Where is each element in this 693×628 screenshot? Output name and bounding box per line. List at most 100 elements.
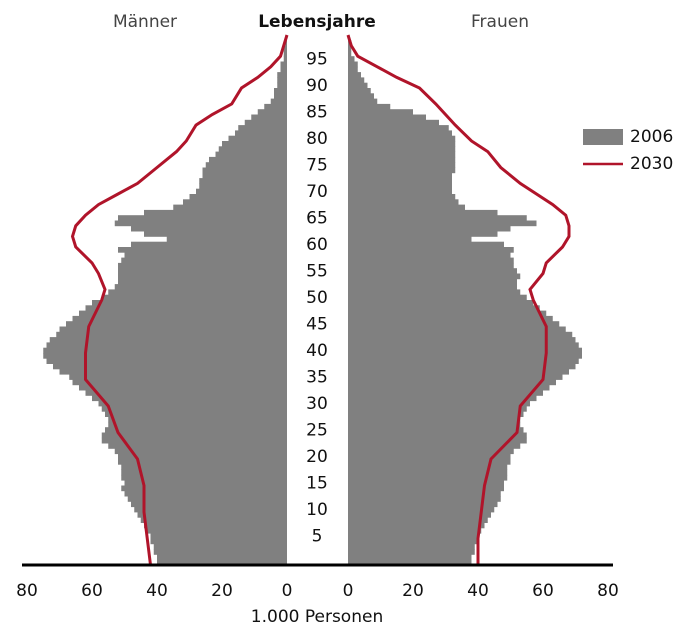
y-tick-label: 50 xyxy=(306,288,328,308)
left-label: Männer xyxy=(113,12,177,32)
y-tick-label: 75 xyxy=(306,156,328,176)
bar-female xyxy=(348,353,582,359)
bar-female xyxy=(348,538,478,545)
bar-male xyxy=(118,278,287,285)
bar-female xyxy=(348,543,475,550)
bar-male xyxy=(264,103,287,110)
bar-male xyxy=(222,141,287,147)
bar-female xyxy=(348,231,498,237)
bar-female xyxy=(348,443,521,449)
bar-female xyxy=(348,527,482,534)
bar-male xyxy=(118,268,287,274)
bar-male xyxy=(118,215,287,221)
bar-male xyxy=(124,480,287,486)
bar-male xyxy=(280,66,287,73)
y-tick-label: 20 xyxy=(306,447,328,467)
bar-male xyxy=(105,411,287,417)
bar-male xyxy=(173,204,287,211)
bar-female xyxy=(348,194,456,200)
bar-female xyxy=(348,437,527,444)
bar-male xyxy=(218,146,287,152)
bar-male xyxy=(215,151,287,158)
bar-male xyxy=(98,400,287,407)
bar-female xyxy=(348,337,576,343)
bar-male xyxy=(118,247,287,253)
bar-male xyxy=(118,273,287,280)
bar-male xyxy=(257,109,287,115)
bar-male xyxy=(270,98,287,105)
bar-male xyxy=(228,135,287,142)
bar-female xyxy=(348,453,511,460)
bar-female xyxy=(348,421,521,428)
bar-female xyxy=(348,183,452,190)
bar-male xyxy=(124,490,287,497)
bar-female xyxy=(348,300,534,306)
bar-female xyxy=(348,363,576,370)
bar-male xyxy=(105,427,287,433)
bar-male xyxy=(101,432,287,439)
bar-female xyxy=(348,215,527,221)
bar-female xyxy=(348,88,371,94)
bar-male xyxy=(121,469,287,476)
bar-female xyxy=(348,151,456,158)
bar-male xyxy=(238,125,287,131)
bar-female xyxy=(348,103,391,110)
x-tick-label-left: 60 xyxy=(81,581,103,601)
bar-male xyxy=(43,353,287,359)
y-tick-label: 60 xyxy=(306,235,328,255)
bar-male xyxy=(244,119,287,126)
bar-female xyxy=(348,278,517,285)
bar-male xyxy=(118,459,287,465)
x-tick-label-left: 40 xyxy=(146,581,168,601)
legend-label: 2030 xyxy=(630,154,673,174)
bar-male xyxy=(140,517,287,523)
bar-male xyxy=(209,156,287,163)
bar-female xyxy=(348,406,527,412)
bar-female xyxy=(348,379,556,386)
x-tick-label-left: 80 xyxy=(16,581,38,601)
x-tick-label-right: 60 xyxy=(532,581,554,601)
line-female xyxy=(346,34,571,565)
bar-male xyxy=(199,178,287,184)
bar-male xyxy=(166,236,287,243)
bar-female xyxy=(348,93,374,99)
bar-female xyxy=(348,400,530,407)
bar-female xyxy=(348,162,456,168)
bar-male xyxy=(196,188,287,195)
bar-male xyxy=(69,374,287,380)
bar-male xyxy=(153,543,287,550)
bar-female xyxy=(348,427,524,433)
chart-title: Lebensjahre xyxy=(258,12,376,32)
bar-male xyxy=(43,347,287,354)
bar-female xyxy=(348,141,456,147)
bar-male xyxy=(235,130,287,137)
bar-female xyxy=(348,480,504,486)
bar-female xyxy=(348,342,579,349)
bar-male xyxy=(251,114,287,121)
bar-male xyxy=(118,453,287,460)
bar-male xyxy=(79,384,287,391)
y-tick-label: 15 xyxy=(306,474,328,494)
bar-male xyxy=(72,379,287,386)
bar-male xyxy=(202,167,287,174)
bar-female xyxy=(348,135,456,142)
bar-male xyxy=(283,45,287,52)
bar-female xyxy=(348,50,352,57)
bar-female xyxy=(348,56,355,62)
x-tick-label-left: 0 xyxy=(282,581,293,601)
bar-female xyxy=(348,167,456,174)
bar-female xyxy=(348,533,478,539)
bar-female xyxy=(348,384,550,391)
bar-male xyxy=(121,474,287,481)
x-axis-label: 1.000 Personen xyxy=(251,607,383,627)
bar-female xyxy=(348,284,517,290)
bar-male xyxy=(114,448,287,455)
bar-male xyxy=(79,310,287,317)
right-label: Frauen xyxy=(471,12,529,32)
bar-female xyxy=(348,268,517,274)
bar-female xyxy=(348,416,521,423)
y-tick-label: 55 xyxy=(306,262,328,282)
bar-male xyxy=(144,522,287,529)
bar-female xyxy=(348,485,504,492)
